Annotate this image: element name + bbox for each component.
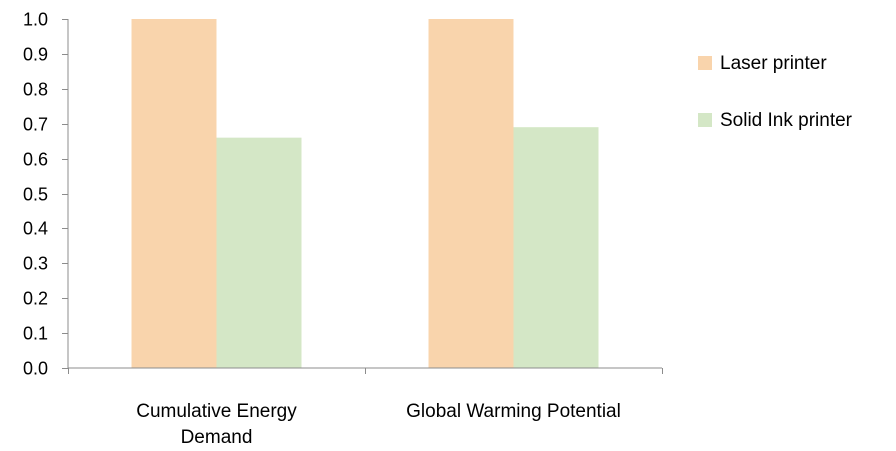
bar-solid-ink-printer-1 xyxy=(513,127,599,368)
axes-layer xyxy=(62,19,663,374)
y-tick-label: 0.5 xyxy=(23,185,48,205)
bar-laser-printer-0 xyxy=(131,19,217,368)
y-tick-label: 0.1 xyxy=(23,324,48,344)
y-tick-label: 0.3 xyxy=(23,254,48,274)
bar-laser-printer-1 xyxy=(428,19,514,368)
y-tick-label: 0.8 xyxy=(23,80,48,100)
labels-layer: 0.0 0.1 0.2 0.3 0.4 0.5 0.6 0.7 0.8 0.9 1.0 Cumulat… xyxy=(23,10,621,449)
bar-solid-ink-printer-0 xyxy=(216,137,302,368)
legend: Laser printer Solid Ink printer xyxy=(698,53,853,131)
legend-label-solid-ink-printer: Solid Ink printer xyxy=(720,110,853,131)
legend-swatch-laser-printer xyxy=(698,56,712,70)
y-tick-label: 0.4 xyxy=(23,219,48,239)
x-category-label: Cumulative Energy Demand xyxy=(136,401,297,448)
legend-label-laser-printer: Laser printer xyxy=(720,53,827,74)
legend-swatch-solid-ink-printer xyxy=(698,113,712,127)
y-tick-label: 0.6 xyxy=(23,150,48,170)
y-tick-label: 0.9 xyxy=(23,45,48,65)
bars-layer xyxy=(131,19,599,368)
y-tick-label: 1.0 xyxy=(23,10,48,30)
y-tick-label: 0.7 xyxy=(23,115,48,135)
y-tick-label: 0.0 xyxy=(23,359,48,379)
y-tick-label: 0.2 xyxy=(23,289,48,309)
x-category-label: Global Warming Potential xyxy=(406,401,621,422)
